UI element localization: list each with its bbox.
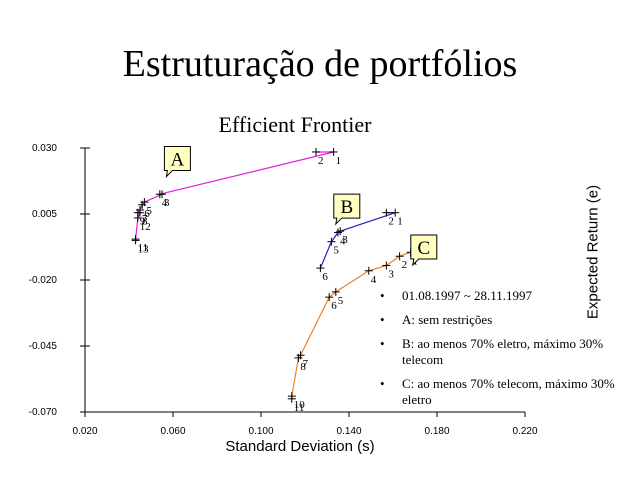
- series-a-point: 6: [138, 200, 150, 220]
- point-label: 2: [318, 155, 324, 167]
- callout-box: [333, 193, 361, 226]
- point-label: 6: [144, 208, 150, 220]
- series-a-point: 1: [329, 147, 342, 167]
- point-label: 12: [140, 221, 151, 233]
- callout-box: [163, 146, 191, 179]
- point-label: 11: [138, 242, 149, 254]
- point-label: 5: [146, 205, 152, 217]
- series-c-point: 5: [331, 287, 344, 307]
- series-a-point: 12: [133, 213, 151, 233]
- series-a-point: 13: [131, 236, 150, 255]
- callout-b: B: [333, 193, 361, 226]
- point-label: 6: [322, 271, 328, 283]
- series-callouts: A B C: [163, 146, 438, 267]
- point-label: 1: [336, 155, 342, 167]
- series-b-point: 6: [316, 264, 328, 283]
- y-tick-label: 0.030: [32, 143, 57, 154]
- point-label: 4: [371, 274, 377, 286]
- point-label: 4: [340, 235, 346, 247]
- y-tick-label: -0.020: [29, 275, 58, 286]
- point-label: 3: [164, 197, 170, 209]
- series-a-point: 4: [155, 190, 168, 209]
- callout-label: A: [171, 150, 185, 171]
- series-b-point: 5: [327, 237, 339, 257]
- series-c-point: 11: [287, 394, 305, 414]
- callout-a: A: [163, 146, 191, 179]
- callout-label: B: [340, 197, 353, 218]
- x-axis-label: Standard Deviation (s): [225, 438, 375, 455]
- series-c-line: [291, 251, 411, 399]
- callout-label: C: [417, 238, 430, 259]
- point-label: 9: [140, 216, 146, 228]
- note-c: C: ao menos 70% telecom, máximo 30% elet…: [380, 376, 640, 408]
- point-label: 3: [388, 268, 394, 280]
- series-a-point: 2: [312, 147, 324, 167]
- series-c-point: 3: [382, 261, 394, 280]
- point-label: 2: [402, 259, 408, 271]
- y-tick-label: -0.070: [29, 407, 58, 418]
- point-label: 10: [294, 399, 306, 411]
- chart-series: 123456789121113123456123456781011: [131, 147, 418, 414]
- point-label: 7: [303, 358, 309, 370]
- y-tick-label: 0.005: [32, 209, 57, 220]
- y-tick-label: -0.045: [29, 341, 58, 352]
- callout-box: [410, 234, 438, 267]
- chart-axes: 0.030 0.005 -0.020 -0.045 -0.070 0.020 0.060 0.…: [29, 143, 538, 437]
- series-b-point: 4: [334, 228, 346, 247]
- notes-list: 01.08.1997 ~ 28.11.1997 A: sem restriçõe…: [380, 288, 640, 416]
- point-label: 5: [333, 245, 339, 257]
- point-label: 4: [162, 197, 168, 209]
- series-b-point: 2: [382, 208, 394, 228]
- x-tick-label: 0.020: [72, 426, 97, 437]
- note-b: B: ao menos 70% eletro, máximo 30% telec…: [380, 336, 640, 368]
- point-label: 2: [388, 216, 394, 228]
- point-label: 1: [397, 216, 403, 228]
- x-tick-label: 0.180: [424, 426, 449, 437]
- point-label: 8: [142, 216, 148, 228]
- note-period: 01.08.1997 ~ 28.11.1997: [380, 288, 640, 304]
- x-tick-label: 0.060: [160, 426, 185, 437]
- series-c-point: 2: [395, 252, 408, 271]
- series-c-point: 6: [325, 293, 337, 312]
- point-label: 5: [338, 295, 344, 307]
- point-label: 11: [294, 402, 305, 414]
- point-label: 7: [142, 213, 148, 225]
- chart-title: Efficient Frontier: [218, 112, 372, 137]
- point-label: 13: [138, 243, 150, 255]
- series-b-point: 1: [391, 208, 403, 228]
- x-tick-label: 0.140: [336, 426, 361, 437]
- point-label: 8: [300, 361, 306, 373]
- point-label: 3: [342, 234, 348, 246]
- page-title: Estruturação de portfólios: [122, 43, 518, 85]
- callout-c: C: [410, 234, 438, 267]
- point-label: 6: [331, 300, 337, 312]
- series-c-point: 8: [294, 353, 306, 373]
- x-tick-label: 0.220: [512, 426, 537, 437]
- series-c-point: 4: [364, 266, 377, 286]
- x-tick-label: 0.100: [248, 426, 273, 437]
- note-a: A: sem restrições: [380, 312, 640, 328]
